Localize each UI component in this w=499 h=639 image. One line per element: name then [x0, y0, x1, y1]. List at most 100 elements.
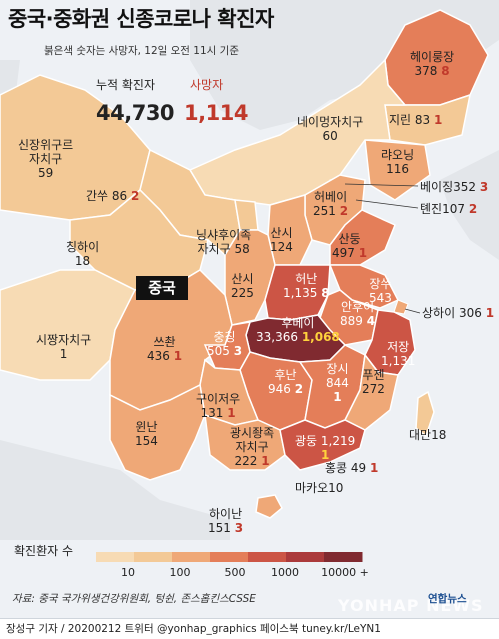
label-hongkong: 홍콩 49 1	[325, 461, 378, 475]
region-name: 산시	[231, 272, 254, 286]
case-count: 1,219	[320, 434, 356, 448]
case-count: 18	[74, 254, 91, 268]
region-name: 후난	[274, 368, 297, 382]
death-count: 1	[434, 113, 443, 127]
total-cases-label: 누적 확진자	[96, 78, 156, 92]
label-xinjiang: 신장위구르 자치구 59	[18, 138, 73, 180]
region-name-line2: 자치구	[235, 440, 269, 454]
death-count: 8	[321, 286, 330, 300]
total-cases-value: 44,730	[96, 101, 175, 125]
label-ningxia: 닝샤후이족 자치구 58	[196, 228, 251, 256]
case-count: 306	[458, 306, 482, 320]
label-tibet: 시짱자치구 1	[36, 333, 91, 361]
death-count: 1	[485, 306, 495, 320]
region-name-line2: 자치구	[197, 242, 231, 256]
page-title: 중국·중화권 신종코로나 확진자	[8, 7, 274, 31]
total-deaths-label: 사망자	[190, 78, 224, 92]
case-count: 378	[414, 64, 438, 78]
region-fujian	[343, 353, 399, 431]
case-count: 151	[208, 521, 231, 535]
region-name: 랴오닝	[381, 148, 415, 162]
region-name: 베이징	[420, 180, 454, 194]
label-inner-mongolia: 네이멍자치구 60	[297, 115, 363, 143]
region-name-line1: 닝샤후이족	[196, 228, 252, 242]
label-tianjin: 톈진107 2	[420, 202, 477, 216]
region-name: 하이난	[208, 507, 243, 521]
case-count: 18	[431, 428, 447, 442]
region-name: 충칭	[213, 330, 236, 344]
region-name: 시짱자치구	[36, 333, 92, 347]
case-count: 251	[313, 204, 336, 218]
label-zhejiang: 저장 1,131	[381, 340, 415, 368]
death-count: 3	[233, 344, 243, 358]
case-count: 86	[111, 189, 128, 203]
case-count: 83	[414, 113, 431, 127]
legend-swatch	[210, 552, 249, 562]
death-count: 8	[441, 64, 450, 78]
label-shanghai: 상하이 306 1	[422, 306, 494, 320]
region-guangdong	[279, 419, 366, 471]
footer-credit: 장성구 기자 / 20200212 트위터 @yonhap_graphics 페…	[6, 623, 381, 635]
region-name: 허베이	[313, 190, 348, 204]
region-name: 장쑤	[369, 277, 392, 291]
label-guangxi: 광시좡족 자치구 222 1	[230, 426, 274, 468]
total-deaths-value: 1,114	[184, 101, 248, 125]
region-name: 구이저우	[196, 392, 241, 406]
case-count: 33,366	[256, 330, 298, 344]
label-shandong: 산둥 497 1	[332, 232, 367, 260]
label-hainan: 하이난 151 3	[208, 507, 243, 535]
label-fujian: 푸젠 272	[362, 368, 385, 396]
label-anhui: 안후이 889 4	[340, 300, 375, 328]
label-guizhou: 구이저우 131 1	[196, 392, 240, 420]
case-count: 154	[135, 434, 158, 448]
legend-swatch	[96, 552, 135, 562]
region-shanghai	[393, 299, 409, 315]
case-count: 225	[231, 286, 254, 300]
legend-title: 확진환자 수	[14, 544, 74, 558]
region-name: 후베이	[281, 316, 315, 330]
death-count: 1,068	[301, 330, 340, 344]
death-count: 2	[294, 382, 304, 396]
case-count: 131	[200, 406, 224, 420]
region-taiwan	[415, 390, 435, 438]
region-name: 네이멍자치구	[297, 115, 364, 129]
case-count: 436	[147, 349, 170, 363]
death-count: 2	[131, 189, 140, 203]
case-count: 543	[369, 291, 392, 305]
case-count: 1	[59, 347, 68, 361]
case-count: 946	[268, 382, 291, 396]
label-jilin: 지린 83 1	[389, 113, 442, 127]
region-name: 마카오	[295, 481, 329, 495]
legend-tick: 10000 +	[321, 566, 369, 579]
leader-shanghai	[404, 308, 421, 314]
region-name: 간쑤	[86, 189, 109, 203]
legend-tick: 10	[121, 566, 135, 579]
label-qinghai: 칭하이 18	[66, 240, 99, 268]
case-count: 497	[332, 246, 355, 260]
legend-tick: 500	[224, 566, 246, 579]
region-name: 푸젠	[362, 368, 385, 382]
leader-beijing	[344, 183, 419, 187]
death-count: 1	[173, 349, 183, 363]
label-beijing: 베이징352 3	[420, 180, 488, 194]
legend-swatch	[324, 552, 363, 562]
case-count: 10	[328, 481, 344, 495]
label-shanxi: 산시 124	[270, 226, 293, 254]
legend-swatch	[172, 552, 211, 562]
region-name: 허난	[295, 272, 318, 286]
watermark: YONHAP NEWS	[338, 596, 484, 615]
legend-swatch	[248, 552, 287, 562]
region-name: 상하이	[422, 306, 456, 320]
neighbor-land-south	[0, 440, 230, 540]
legend-tick: 100	[169, 566, 191, 579]
case-count: 58	[234, 242, 250, 256]
case-count: 59	[37, 166, 54, 180]
death-count: 1	[261, 454, 270, 468]
death-count: 1	[358, 246, 368, 260]
region-name: 칭하이	[66, 240, 100, 254]
death-count: 1	[333, 390, 342, 404]
label-jiangsu: 장쑤 543	[369, 277, 392, 305]
case-count: 352	[453, 180, 477, 194]
subtitle: 붉은색 숫자는 사망자, 12일 오전 11시 기준	[44, 45, 239, 57]
